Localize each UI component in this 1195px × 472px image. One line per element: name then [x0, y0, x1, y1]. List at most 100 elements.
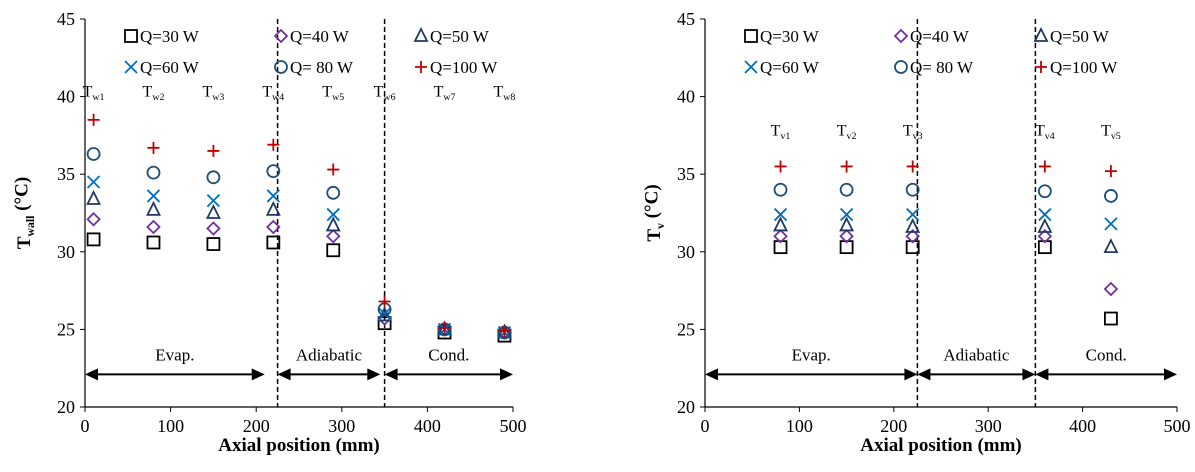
probe-label-v1-main: T: [771, 122, 781, 139]
y-axis-label-main: T: [644, 229, 665, 242]
x-axis-label: Axial position (mm): [860, 435, 1022, 456]
y-tick-label: 30: [677, 242, 695, 262]
x-tick-label: 400: [414, 416, 441, 436]
legend-label: Q=100 W: [430, 58, 498, 77]
y-axis-label: Twall (°C): [11, 177, 37, 249]
data-point: [1104, 311, 1118, 326]
legend-item-2: Q=40 W: [273, 27, 350, 46]
probe-label-v2: Tv2: [837, 122, 857, 141]
data-point: [905, 182, 920, 197]
region-label-3: Cond.: [428, 345, 469, 364]
x-tick-label: 100: [786, 416, 813, 436]
x-tick-label: 0: [701, 416, 710, 436]
data-point: [840, 160, 853, 173]
probe-label-w1-sub: w1: [92, 92, 104, 103]
data-point: [1038, 207, 1052, 222]
region-label-1: Evap.: [792, 345, 831, 364]
legend-marker: [744, 60, 758, 74]
legend-marker: [893, 28, 909, 44]
legend-item-4: Q=60 W: [744, 58, 820, 77]
probe-label-v4: Tv4: [1035, 122, 1055, 141]
probe-label-v5-main: T: [1101, 122, 1111, 139]
y-axis-label-sub: v: [654, 223, 667, 229]
data-point: [498, 324, 511, 337]
data-point: [438, 321, 451, 334]
probe-label-w5-sub: w5: [332, 92, 344, 103]
chart-panel-2: 0 100 200 300 400 500 20 25 30 35 40 45 Axial positi…: [641, 9, 1190, 456]
probe-label-w5: Tw5: [322, 84, 344, 103]
probe-label-w8-main: T: [493, 84, 503, 101]
series-2: [773, 229, 1119, 297]
probe-label-w7-sub: w7: [443, 92, 455, 103]
data-point: [377, 307, 392, 321]
data-point: [207, 144, 220, 157]
legend-label: Q=30 W: [140, 27, 200, 46]
probe-label-v2-sub: v2: [847, 131, 857, 142]
probe-label-w8: Tw8: [493, 84, 515, 103]
data-point: [327, 163, 340, 176]
legend-marker: [1033, 26, 1049, 42]
data-point: [146, 219, 161, 235]
region-label-2: Adiabatic: [943, 345, 1010, 364]
y-axis-label-sub: wall: [24, 215, 37, 237]
legend-label: Q=30 W: [760, 27, 820, 46]
probe-label-w1-main: T: [83, 84, 93, 101]
y-tick-label: 40: [57, 87, 75, 107]
legend-marker: [744, 29, 758, 43]
data-point: [86, 175, 101, 189]
data-point: [1104, 165, 1117, 178]
data-point: [773, 207, 788, 222]
region-arrow-head-right: [1164, 368, 1177, 381]
series-5: [86, 147, 512, 340]
probe-label-w4: Tw4: [262, 84, 284, 103]
x-tick-label: 0: [81, 416, 90, 436]
region-label-1: Evap.: [155, 345, 194, 364]
series-6: [87, 113, 511, 337]
data-point: [146, 165, 161, 180]
legend-item-5: Q= 80 W: [894, 58, 974, 77]
data-point: [86, 232, 101, 247]
probe-label-v1-sub: v1: [780, 131, 790, 142]
data-point: [839, 229, 854, 244]
legend-label: Q= 80 W: [290, 58, 354, 77]
legend-label: Q=60 W: [140, 58, 200, 77]
data-point: [1038, 160, 1051, 173]
data-point: [1037, 217, 1053, 233]
x-axis-label: Axial position (mm): [218, 435, 380, 456]
legend-item-6: Q=100 W: [1035, 58, 1118, 77]
y-tick-label: 25: [677, 319, 695, 339]
data-point: [906, 207, 920, 222]
x-tick-label: 500: [500, 416, 527, 436]
data-point: [377, 316, 392, 331]
legend-marker: [415, 61, 427, 73]
series-4: [86, 175, 512, 340]
y-tick-label: 40: [677, 87, 695, 107]
legend-marker: [124, 29, 138, 43]
y-tick-label: 20: [57, 397, 75, 417]
series-3: [86, 190, 512, 339]
data-point: [87, 113, 100, 126]
data-point: [773, 216, 788, 232]
region-arrow-head-right: [251, 368, 265, 381]
data-point: [267, 138, 280, 151]
data-point: [86, 211, 101, 227]
data-point: [1104, 217, 1118, 231]
probe-label-v3-main: T: [903, 122, 913, 139]
legend-marker: [274, 60, 288, 74]
y-tick-label: 20: [677, 397, 695, 417]
probe-label-w7-main: T: [434, 84, 444, 101]
data-point: [905, 217, 921, 233]
probe-label-v4-main: T: [1035, 122, 1045, 139]
legend-item-3: Q=50 W: [413, 26, 490, 46]
x-tick-label: 200: [880, 416, 907, 436]
probe-label-w6: Tw6: [374, 84, 396, 103]
y-tick-label: 45: [57, 9, 75, 29]
y-tick-label: 45: [677, 9, 695, 29]
x-tick-label: 400: [1069, 416, 1096, 436]
series-1: [86, 232, 512, 343]
x-tick-label: 100: [157, 416, 184, 436]
probe-label-v3: Tv3: [903, 122, 923, 141]
probe-label-v5: Tv5: [1101, 122, 1121, 141]
data-point: [86, 190, 102, 205]
legend-label: Q=60 W: [760, 58, 820, 77]
